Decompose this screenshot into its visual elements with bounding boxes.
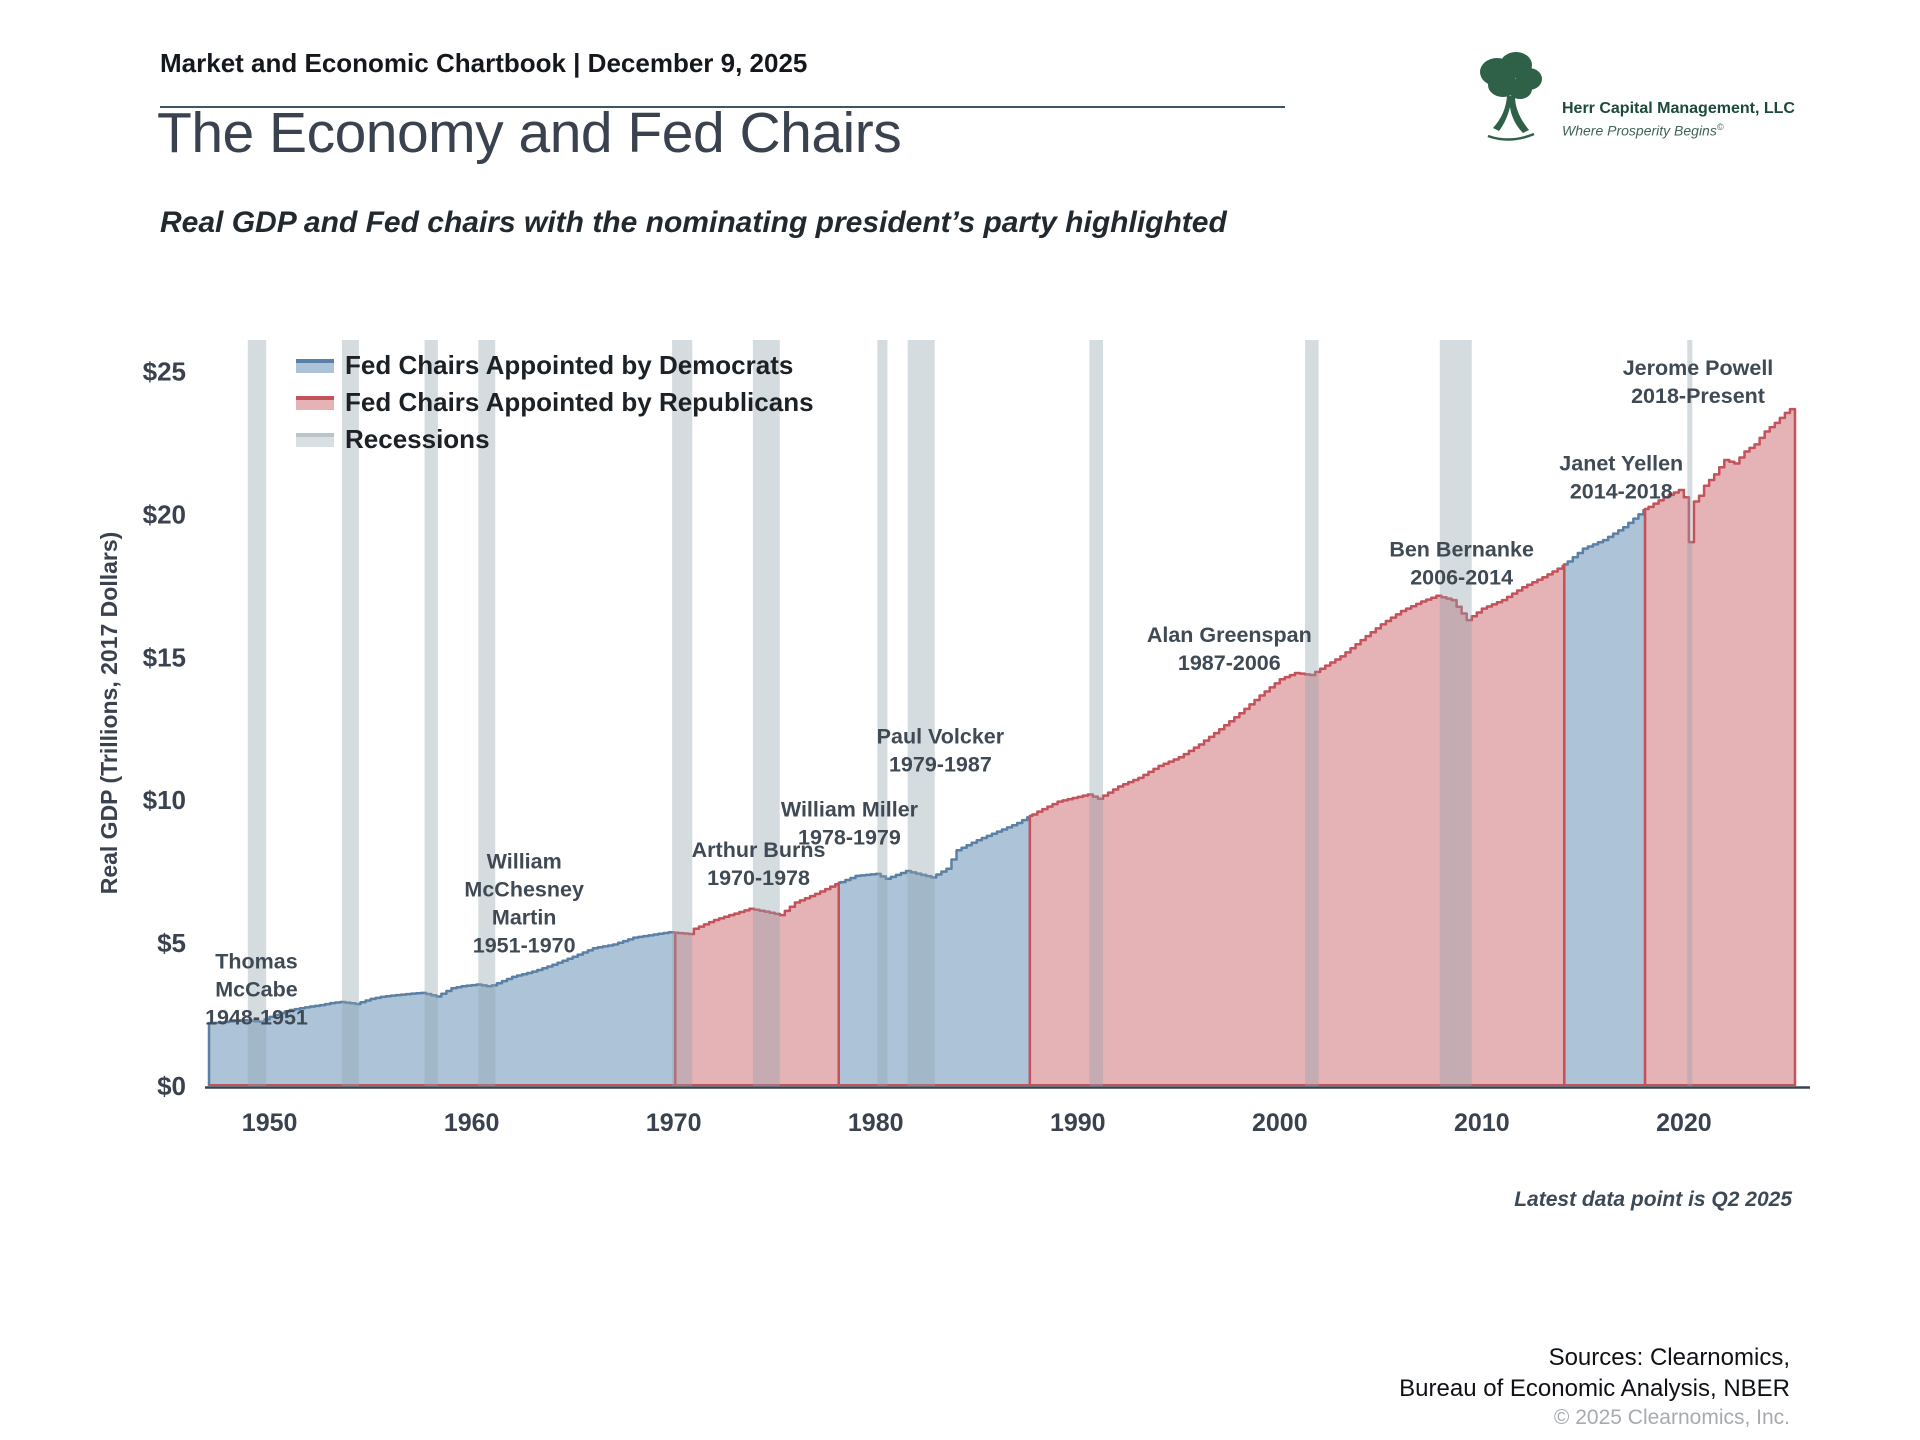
gdp-line-republican [1028,563,1566,1086]
democrat-swatch-icon [296,358,334,373]
y-tick-label: $25 [143,356,186,386]
chair-annotation-thomas-mccabe: Thomas McCabe 1948-1951 [205,949,308,1029]
logo-company-name: Herr Capital Management, LLC [1562,100,1795,117]
recession-band [907,340,935,1086]
x-tick-label: 1980 [848,1109,904,1137]
gdp-line-democrat [837,814,1032,1086]
gdp-area-republican [1645,409,1795,1086]
x-tick-label: 1970 [646,1109,702,1137]
chair-annotation-janet-yellen: Janet Yellen 2014-2018 [1559,452,1683,504]
legend-label: Recessions [345,424,490,454]
gdp-area-democrat [209,932,676,1086]
sources-line1: Sources: Clearnomics, [1548,1344,1790,1371]
recession-band [877,340,888,1086]
legend-label: Fed Chairs Appointed by Republicans [345,387,814,417]
x-tick-label: 2000 [1252,1109,1308,1137]
gdp-area-democrat [838,815,1030,1086]
page-subtitle: Real GDP and Fed chairs with the nominat… [160,206,1227,239]
legend-label: Fed Chairs Appointed by Democrats [345,350,794,380]
recession-band [424,340,438,1086]
y-axis-title: Real GDP (Trillions, 2017 Dollars) [96,532,122,895]
x-tick-label: 2010 [1454,1109,1510,1137]
legend-item-republicans: Fed Chairs Appointed by Republicans [296,387,814,417]
legend-item-democrats: Fed Chairs Appointed by Democrats [296,350,814,380]
recession-band [1305,340,1319,1086]
x-tick-label: 1960 [444,1109,500,1137]
gdp-area-republican [675,882,839,1086]
tree-logo-icon [1480,52,1542,141]
recession-band [672,340,693,1086]
recession-band [1687,340,1693,1086]
recession-swatch-icon [296,432,334,447]
recession-band [341,340,359,1086]
chair-annotation-william-miller: William Miller 1978-1979 [781,798,919,850]
recession-band [1089,340,1104,1086]
gdp-line-republican [1643,407,1797,1086]
header-divider [160,106,1285,108]
x-tick-label: 1990 [1050,1109,1106,1137]
page-title: The Economy and Fed Chairs [157,101,902,165]
recession-band [752,340,780,1086]
sources-text: Sources: Clearnomics, Bureau of Economic… [1399,1342,1790,1404]
chart-legend: Fed Chairs Appointed by Democrats Fed Ch… [296,350,814,454]
y-tick-label: $5 [157,928,186,958]
chair-annotation-jerome-powell: Jerome Powell 2018-Present [1623,356,1774,408]
republican-swatch-icon [296,395,334,410]
gdp-area-republican [1029,564,1565,1086]
latest-data-footnote: Latest data point is Q2 2025 [1514,1188,1792,1211]
sources-line2: Bureau of Economic Analysis, NBER [1399,1375,1790,1402]
y-tick-label: $10 [143,785,186,815]
chair-annotation-paul-volcker: Paul Volcker 1979-1987 [877,725,1005,777]
y-tick-label: $0 [157,1071,186,1101]
y-tick-label: $15 [143,642,186,672]
recession-band [478,340,496,1086]
chair-annotation-ben-bernanke: Ben Bernanke 2006-2014 [1389,537,1534,589]
logo-tagline: Where Prosperity Begins© [1562,122,1724,139]
legend-item-recessions: Recessions [296,424,814,454]
logo-trademark: © [1716,122,1724,132]
gdp-line-democrat [207,930,677,1086]
recession-band [1439,340,1472,1086]
x-tick-label: 2020 [1656,1109,1712,1137]
chair-annotation-arthur-burns: Arthur Burns 1970-1978 [692,838,826,890]
gdp-line-republican [674,881,840,1086]
header-title: Market and Economic Chartbook | December… [160,48,808,78]
chair-annotation-william-mcchesney-martin: William McChesney Martin 1951-1970 [464,850,584,958]
x-tick-label: 1950 [242,1109,298,1137]
recession-band [247,340,267,1086]
gdp-line-democrat [1563,507,1647,1086]
copyright-text: © 2025 Clearnomics, Inc. [1553,1406,1790,1429]
chair-annotation-alan-greenspan: Alan Greenspan 1987-2006 [1147,623,1312,675]
gdp-area-democrat [1564,509,1646,1086]
y-tick-label: $20 [143,499,186,529]
